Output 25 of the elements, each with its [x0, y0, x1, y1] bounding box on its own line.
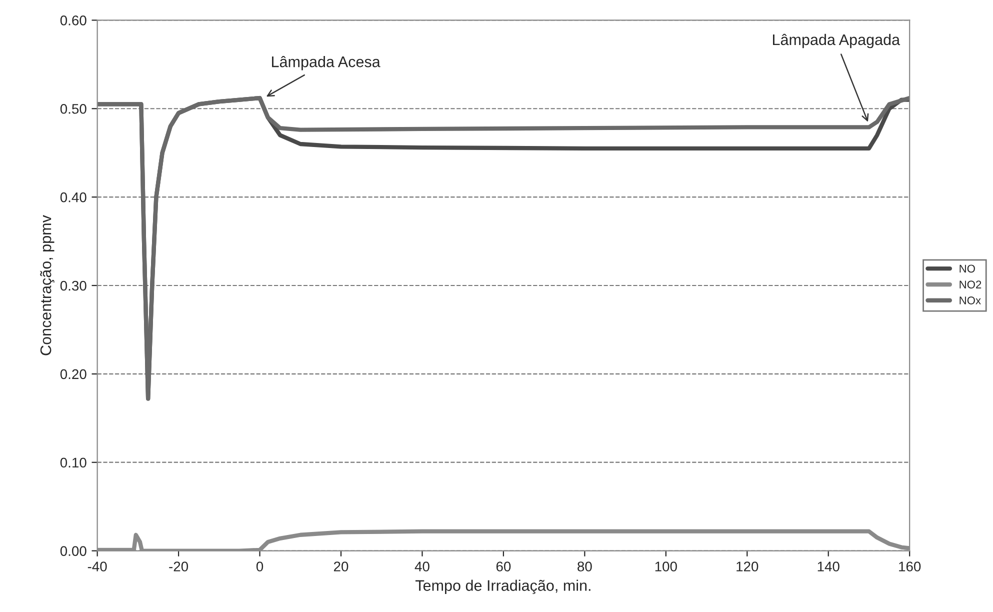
x-tick-label: 140	[818, 562, 840, 572]
y-tick-label: 0.20	[60, 369, 86, 380]
x-tick-label: 160	[899, 562, 921, 572]
x-tick-label: -40	[88, 562, 107, 572]
y-tick-label: 0.00	[60, 546, 86, 556]
legend-label: NO	[960, 264, 975, 273]
x-tick-label: 120	[736, 562, 758, 572]
x-tick-label: 0	[256, 562, 264, 572]
x-tick-label: 40	[414, 562, 430, 572]
y-tick-label: 0.40	[60, 192, 86, 202]
y-tick-label: 0.50	[60, 104, 86, 114]
legend-label: NO2	[960, 280, 982, 288]
annotation: Lâmpada Apagada	[773, 34, 900, 48]
y-tick-label: 0.10	[60, 458, 86, 468]
x-tick-label: 60	[496, 562, 511, 572]
annotation: Lâmpada Acesa	[272, 56, 380, 70]
x-tick-label: -20	[169, 562, 188, 572]
y-tick-label: 0.30	[60, 280, 86, 291]
x-tick-label: 20	[334, 562, 348, 572]
y-axis-title: Concentração, ppmv	[40, 215, 54, 356]
x-axis-title: Tempo de Irradiação, min.	[415, 580, 590, 594]
legend-label: NOx	[960, 296, 981, 304]
x-tick-label: 100	[655, 562, 677, 572]
y-tick-label: 0.60	[60, 16, 86, 26]
x-tick-label: 80	[578, 562, 592, 572]
